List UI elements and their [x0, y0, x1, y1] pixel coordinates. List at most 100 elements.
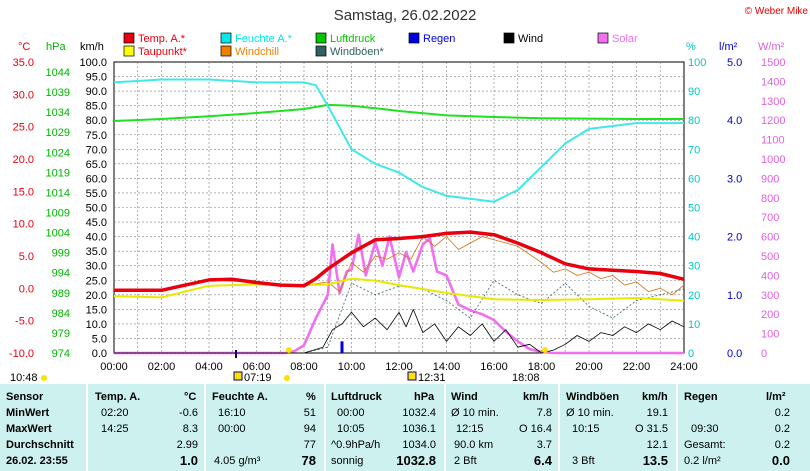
legend-label: Feuchte A.* [235, 33, 293, 45]
gust-current: 13.5 [642, 453, 668, 468]
wind-axis-tick: 90.0 [86, 86, 107, 98]
temp-axis-tick: 5.0 [19, 251, 34, 263]
humidity-min-time: 16:10 [218, 407, 246, 419]
pressure-min: 1032.4 [402, 407, 436, 419]
legend-swatch [597, 32, 609, 44]
temp-axis-tick: 0.0 [19, 283, 34, 295]
legend-label: Taupunkt* [138, 46, 188, 58]
row-label-sensor: Sensor [6, 391, 44, 403]
wind-header: Wind [451, 391, 478, 403]
temp-axis-tick: -10.0 [9, 348, 34, 360]
humidity-max: 94 [303, 423, 316, 435]
humidity-axis-tick: 100 [688, 57, 706, 69]
temp-axis-tick: 35.0 [13, 57, 34, 69]
sunset-dot [542, 347, 548, 353]
wind-axis-tick: 80.0 [86, 115, 107, 127]
wind-axis-tick: 75.0 [86, 130, 107, 142]
humidity-axis-tick: 20 [688, 290, 700, 302]
noon-icon [407, 371, 417, 381]
pressure-axis-tick: 989 [52, 288, 70, 300]
wind-max-time: 12:15 [456, 423, 484, 435]
legend-label: Regen [423, 33, 455, 45]
series-line-feuchte-a [113, 78, 684, 203]
wind-axis-tick: 60.0 [86, 173, 107, 185]
solar-axis-tick: 700 [761, 212, 779, 224]
humidity-axis-tick: 30 [688, 261, 700, 273]
pressure-axis-unit: hPa [46, 41, 66, 53]
copyright-label: © Weber Mike [745, 6, 809, 17]
humidity-absolute: 4.05 g/m³ [214, 455, 261, 467]
pressure-axis-tick: 1039 [46, 87, 70, 99]
rain-header: Regen [684, 391, 718, 403]
wind-axis-tick: 15.0 [86, 304, 107, 316]
solar-axis-tick: 1300 [761, 96, 785, 108]
wind-axis-tick: 40.0 [86, 232, 107, 244]
col-gust [560, 384, 676, 471]
rain-axis-tick: 3.0 [727, 173, 742, 185]
solar-axis-tick: 1200 [761, 115, 785, 127]
col-rain [678, 384, 810, 471]
pressure-max-time: 10:05 [337, 423, 365, 435]
gust-max: O 31.5 [634, 423, 668, 435]
rain-axis-tick: 4.0 [727, 115, 742, 127]
humidity-axis-tick: 70 [688, 144, 700, 156]
solar-axis-tick: 0 [761, 348, 767, 360]
series-line-taupunkt [113, 277, 685, 302]
humidity-axis-unit: % [686, 41, 696, 53]
wind-axis-tick: 20.0 [86, 290, 107, 302]
pressure-axis-tick: 1014 [46, 187, 70, 199]
x-axis-tick: 12:00 [385, 361, 413, 373]
sunrise-icon [233, 371, 243, 381]
col-labels [0, 384, 86, 471]
solar-axis-tick: 1000 [761, 154, 785, 166]
legend-swatch [408, 32, 420, 44]
solar-axis-tick: 800 [761, 193, 779, 205]
humidity-axis-tick: 40 [688, 232, 700, 244]
col-pressure [326, 384, 444, 471]
sunrise-label: 07:19 [244, 372, 272, 384]
pressure-forecast: sonnig [331, 455, 364, 467]
moon-time-label: 10:48 [10, 372, 38, 384]
humidity-avg: 77 [303, 439, 316, 451]
temp-min: -0.6 [179, 407, 198, 419]
rain-axis-tick: 1.0 [727, 290, 742, 302]
wind-distance: 90.0 km [454, 439, 494, 451]
humidity-axis-tick: 80 [688, 115, 700, 127]
wind-axis-tick: 35.0 [86, 246, 107, 258]
wind-min: 7.8 [536, 407, 552, 419]
series-line-wind [114, 308, 685, 354]
humidity-axis-tick: 0 [688, 348, 694, 360]
gust-max-time: 10:15 [572, 423, 600, 435]
solar-axis-tick: 200 [761, 309, 779, 321]
rain-current: 0.0 [771, 453, 790, 468]
pressure-trend: ^0.9hPa/h [331, 439, 381, 451]
series-line-luftdruck [113, 103, 684, 122]
rain-rate: 0.2 l/m² [684, 455, 721, 467]
solar-axis-unit: W/m² [758, 41, 785, 53]
rain-axis-tick: 5.0 [727, 57, 742, 69]
temp-max: 8.3 [182, 423, 198, 435]
sun-icon [41, 375, 47, 381]
pressure-axis-tick: 979 [52, 328, 70, 340]
x-axis-tick: 10:00 [338, 361, 366, 373]
pressure-axis-tick: 974 [52, 348, 70, 360]
temp-axis-unit: °C [18, 41, 30, 53]
temp-avg: 2.99 [176, 439, 198, 451]
sunrise-dot [286, 347, 292, 353]
wind-min-label: Ø 10 min. [451, 407, 499, 419]
solar-axis-tick: 900 [761, 173, 779, 185]
wind-axis-tick: 55.0 [86, 188, 107, 200]
humidity-axis-tick: 10 [688, 319, 700, 331]
pressure-unit: hPa [414, 391, 435, 403]
temp-unit: °C [184, 391, 197, 403]
x-axis-tick: 00:00 [100, 361, 128, 373]
solar-axis-tick: 1100 [761, 135, 785, 147]
row-label-current: 26.02. 23:55 [6, 455, 68, 467]
legend-swatch [123, 45, 135, 57]
series-line-temp-a [114, 230, 685, 293]
wind-axis-tick: 45.0 [86, 217, 107, 229]
wind-axis-tick: 5.0 [92, 333, 107, 345]
legend-swatch [220, 45, 232, 57]
sun-icon [284, 375, 290, 381]
rain-unit: l/m² [766, 391, 786, 403]
